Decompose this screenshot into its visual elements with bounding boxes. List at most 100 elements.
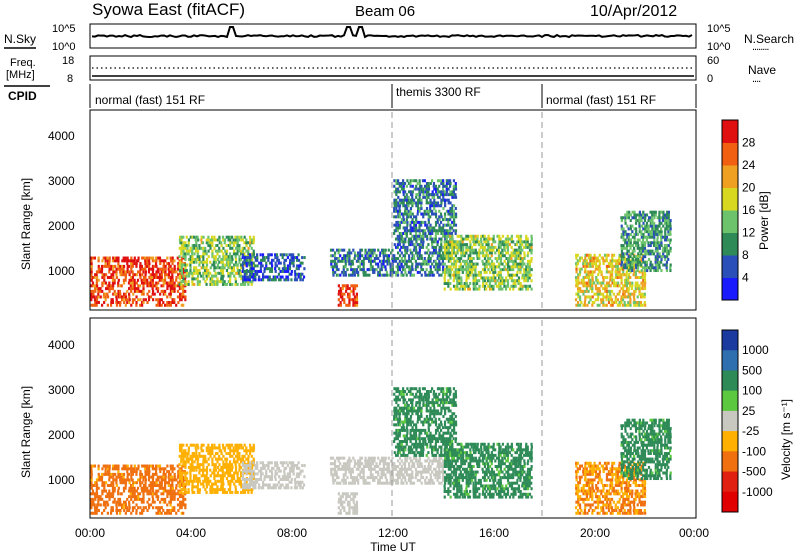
velocity-cell	[229, 449, 232, 453]
power-cell	[225, 282, 229, 286]
velocity-cell	[249, 449, 252, 453]
velocity-cell	[119, 478, 122, 482]
power-cell	[488, 262, 491, 266]
velocity-cell	[144, 478, 147, 482]
power-cell	[409, 201, 412, 205]
power-cell	[648, 266, 651, 270]
power-cell	[344, 254, 347, 258]
power-cell	[443, 257, 446, 260]
velocity-cell	[232, 460, 236, 464]
power-cell	[575, 253, 578, 257]
velocity-panel: 1000 2000 3000 4000 Slant Range [km] 100…	[19, 317, 793, 519]
power-cell	[644, 281, 647, 285]
power-cell	[185, 271, 188, 275]
velocity-cell	[173, 506, 176, 510]
power-cell	[202, 252, 205, 256]
velocity-cell	[126, 467, 129, 471]
power-cell	[449, 179, 452, 183]
power-cell	[413, 220, 416, 224]
power-cell	[276, 256, 279, 260]
power-cell	[214, 280, 217, 284]
power-cell	[398, 223, 402, 227]
power-cell	[192, 235, 196, 239]
power-cell	[642, 210, 645, 214]
power-cell	[173, 270, 176, 274]
power-cell	[409, 273, 412, 277]
velocity-cell	[162, 492, 165, 496]
power-cell	[299, 264, 302, 268]
velocity-cell	[230, 477, 233, 481]
power-cell	[638, 213, 642, 217]
velocity-cell	[108, 497, 111, 501]
power-cell	[438, 254, 441, 258]
power-cell	[445, 257, 448, 260]
power-cell	[633, 255, 636, 259]
velocity-cell	[112, 483, 115, 487]
power-cell	[111, 287, 115, 291]
power-cell	[216, 249, 219, 253]
power-cell	[362, 270, 365, 274]
power-cell	[487, 237, 490, 241]
power-cell	[400, 251, 403, 255]
power-cell	[187, 238, 191, 242]
power-cell	[584, 295, 587, 299]
power-cell	[112, 292, 115, 296]
power-cell	[394, 223, 398, 227]
power-cell	[512, 259, 515, 263]
power-cell	[240, 238, 243, 242]
power-cell	[634, 255, 638, 259]
power-cell	[293, 269, 297, 273]
power-cell	[417, 187, 420, 191]
power-cell	[213, 235, 216, 239]
power-cell	[629, 246, 632, 250]
power-cell	[411, 273, 414, 277]
power-cell	[236, 235, 239, 239]
velocity-cell	[225, 463, 228, 467]
power-cell	[433, 251, 436, 255]
power-cell	[104, 292, 107, 296]
power-cell	[645, 235, 649, 239]
velocity-cell	[184, 463, 187, 467]
power-cell	[449, 190, 452, 194]
power-cell	[369, 257, 373, 260]
power-cell	[641, 287, 644, 291]
power-cell	[162, 267, 165, 271]
power-cell	[373, 268, 376, 272]
power-cell	[91, 256, 95, 260]
velocity-cell	[144, 475, 147, 479]
power-cell	[610, 264, 614, 268]
power-cell	[173, 287, 176, 291]
power-cell	[643, 246, 647, 250]
power-cell	[148, 289, 151, 293]
power-cell	[261, 253, 265, 257]
velocity-cell	[119, 481, 122, 485]
power-cell	[625, 281, 628, 285]
power-cell	[452, 248, 456, 252]
power-cell	[384, 268, 387, 272]
velocity-cell	[249, 464, 252, 468]
power-cell	[627, 281, 630, 285]
velocity-cell	[279, 486, 282, 490]
power-cell	[166, 295, 169, 299]
power-cell	[224, 282, 227, 286]
power-cell	[478, 287, 481, 291]
power-cell	[474, 276, 477, 280]
power-cell	[634, 284, 637, 288]
power-cell	[406, 245, 409, 249]
power-cell	[189, 235, 192, 239]
power-cell	[149, 281, 152, 285]
velocity-cell	[227, 482, 230, 486]
power-cell	[418, 184, 422, 188]
power-cell	[412, 237, 416, 241]
velocity-cell	[229, 454, 232, 458]
power-cell	[283, 278, 286, 282]
power-cell	[461, 284, 464, 288]
power-cell	[618, 267, 621, 271]
power-cell	[225, 255, 228, 259]
power-cell	[375, 268, 378, 272]
power-cell	[413, 226, 416, 230]
power-cell	[393, 243, 396, 247]
power-cell	[284, 267, 288, 271]
power-cell	[624, 266, 627, 270]
velocity-cell	[222, 446, 225, 450]
